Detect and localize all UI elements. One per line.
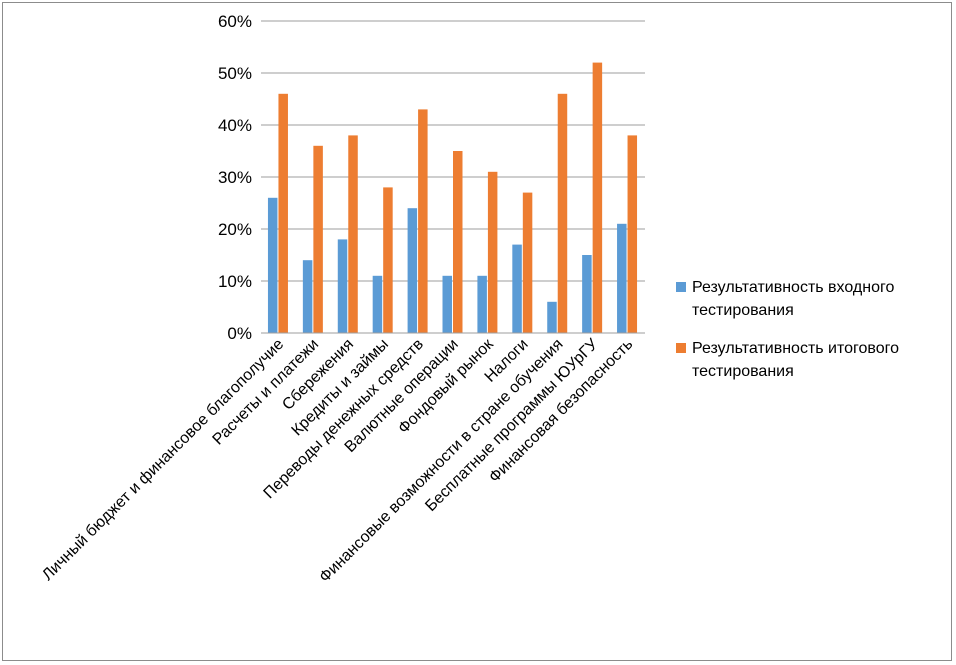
bar-input-2 bbox=[337, 239, 348, 333]
bar-input-8 bbox=[547, 301, 557, 333]
x-tick-label: Личный бюджет и финансовое благополучие bbox=[39, 336, 287, 584]
y-tick-label: 40% bbox=[218, 116, 252, 135]
bar-final-7 bbox=[522, 192, 533, 333]
bar-final-6 bbox=[487, 171, 498, 333]
bar-final-3 bbox=[383, 187, 393, 333]
legend-item-final: Результативность итогового тестирования bbox=[676, 337, 951, 383]
bar-final-5 bbox=[453, 151, 463, 333]
gridlines bbox=[261, 20, 645, 282]
bar-input-7 bbox=[512, 244, 522, 333]
y-tick-label: 0% bbox=[227, 324, 252, 343]
bar-input-0 bbox=[267, 197, 278, 333]
bar-input-9 bbox=[582, 255, 592, 333]
legend-swatch-input bbox=[676, 282, 686, 292]
bar-final-10 bbox=[627, 135, 638, 333]
y-tick-label: 10% bbox=[218, 272, 252, 291]
legend: Результативность входного тестирования Р… bbox=[676, 276, 951, 398]
legend-label-input: Результативность входного тестирования bbox=[692, 279, 895, 319]
bar-input-5 bbox=[442, 275, 452, 333]
bar-input-10 bbox=[617, 223, 627, 333]
bar-final-0 bbox=[278, 93, 288, 333]
y-tick-label: 50% bbox=[218, 64, 252, 83]
bar-input-4 bbox=[407, 208, 418, 333]
bar-input-6 bbox=[477, 275, 487, 333]
legend-swatch-final bbox=[676, 343, 686, 353]
y-tick-label: 30% bbox=[218, 168, 252, 187]
bar-final-8 bbox=[557, 93, 568, 333]
bar-final-1 bbox=[313, 145, 323, 333]
legend-label-final: Результативность итогового тестирования bbox=[692, 340, 900, 380]
bar-input-1 bbox=[302, 260, 313, 333]
y-tick-label: 20% bbox=[218, 220, 252, 239]
x-axis-tick-labels: Личный бюджет и финансовое благополучиеР… bbox=[39, 335, 636, 586]
bar-final-9 bbox=[592, 62, 603, 333]
legend-item-input: Результативность входного тестирования bbox=[676, 276, 951, 322]
bar-final-2 bbox=[348, 135, 358, 333]
y-tick-label: 60% bbox=[218, 12, 252, 31]
bar-input-3 bbox=[372, 275, 383, 333]
bars bbox=[267, 62, 638, 334]
y-axis-tick-labels: 0% 10% 20% 30% 40% 50% 60% bbox=[218, 12, 252, 343]
bar-final-4 bbox=[418, 109, 428, 334]
